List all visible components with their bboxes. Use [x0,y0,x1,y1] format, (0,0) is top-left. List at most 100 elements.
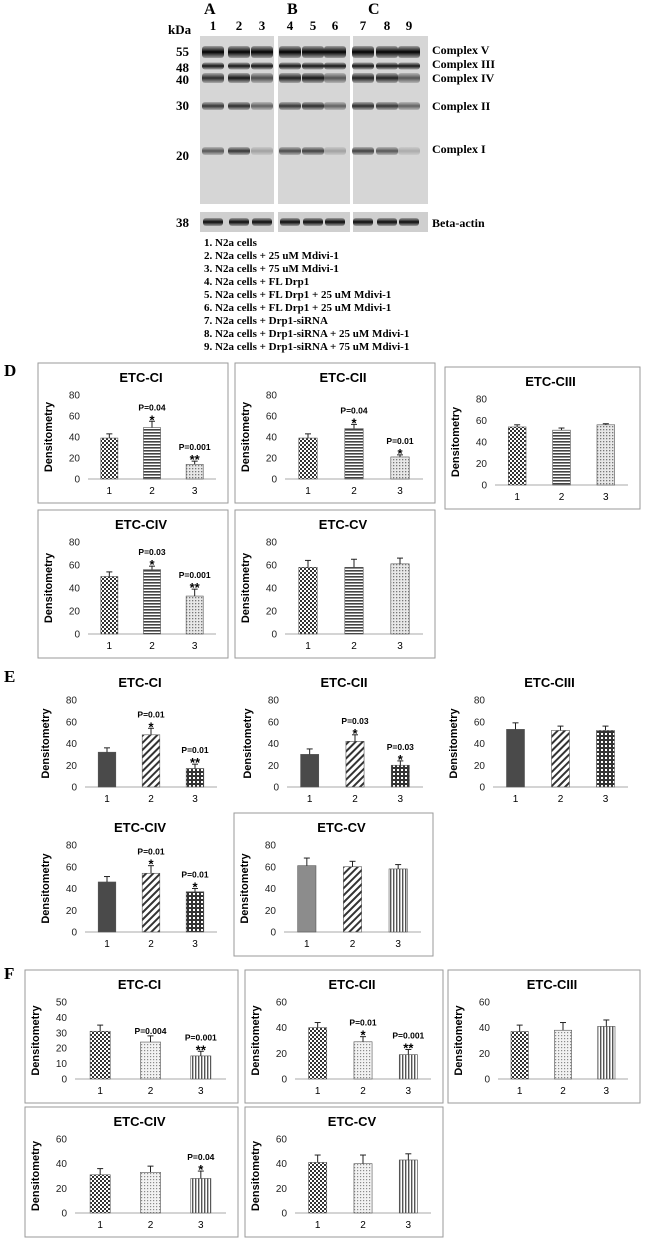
p-value-label: P=0.01 [386,436,413,446]
p-value-label: P=0.03 [138,547,165,557]
significance-star: * [397,446,403,461]
blot-band [324,46,346,58]
chart-frame [444,366,641,510]
lane-number: 5 [310,18,317,33]
x-tick-label: 3 [192,641,198,652]
p-value-label: P=0.004 [135,1026,167,1036]
bar-chart: ETC-CV Densitometry 0 20 40 60 1 2 3 [244,1106,444,1238]
bar [596,730,615,788]
y-tick-label: 0 [71,783,77,794]
lane-number: 7 [360,18,367,33]
band-label: Complex V [432,43,490,57]
x-tick-label: 3 [406,1086,412,1097]
bar [353,1163,373,1214]
chart-frame [24,969,239,1104]
legend-item: 8. N2a cells + Drp1-siRNA + 25 uM Mdivi-… [204,328,409,340]
bar [308,1162,328,1214]
y-axis-label: Densitometry [43,552,55,623]
chart-frame [244,1106,444,1238]
y-tick-label: 20 [69,454,81,465]
x-tick-label: 3 [406,1220,412,1231]
lane-number: 3 [259,18,266,33]
y-tick-label: 80 [476,395,488,406]
bar-chart: ETC-CIV Densitometry 0 20 40 60 1 2 3 *P=0.04 [24,1106,239,1238]
blot-band [228,62,250,70]
p-value-label: P=0.04 [340,405,367,415]
y-axis-label: Densitometry [40,852,52,923]
y-tick-label: 0 [273,783,279,794]
bar [297,865,317,933]
band-label: Complex II [432,99,491,113]
y-tick-label: 60 [56,1135,68,1146]
chart-frame [234,362,436,504]
x-tick-label: 1 [107,486,113,497]
bar [97,751,117,788]
y-tick-label: 20 [265,906,277,917]
lane-legend: 1. N2a cells 2. N2a cells + 25 uM Mdivi-… [204,237,409,353]
y-axis-label: Densitometry [242,707,254,778]
x-tick-label: 1 [513,794,519,805]
y-tick-label: 20 [266,607,278,618]
significance-star: * [148,719,154,734]
bar-chart: ETC-CIII Densitometry 0 20 40 60 1 2 3 [447,969,641,1104]
y-tick-label: 0 [74,475,80,486]
y-tick-label: 80 [69,391,81,402]
x-tick-label: 3 [397,641,403,652]
y-axis-label: Densitometry [240,401,252,472]
lane-number: 9 [406,18,413,33]
y-tick-label: 80 [66,696,78,707]
bar [298,566,318,635]
blot-band [251,147,273,155]
y-tick-label: 60 [69,561,81,572]
y-tick-label: 20 [56,1184,68,1195]
chart-title: ETC-CIII [524,675,575,690]
kda-marker: 55 [176,44,190,59]
chart-frame [233,812,434,957]
blot-band [324,62,346,70]
blot-band [324,73,346,83]
p-value-label: P=0.01 [349,1018,376,1028]
significance-star: ** [190,452,201,467]
y-tick-label: 40 [69,433,81,444]
x-tick-label: 1 [305,486,311,497]
y-axis-label: Densitometry [250,1140,262,1211]
y-tick-label: 80 [66,841,78,852]
y-tick-label: 40 [56,1159,68,1170]
bar [345,741,365,788]
panel-letter-d: D [4,361,16,380]
blot-band [376,147,398,155]
blot-band [279,102,301,110]
bar [388,868,408,933]
x-tick-label: 1 [97,1086,103,1097]
blot-bands [202,46,420,155]
bar [353,1041,373,1080]
x-tick-label: 2 [148,939,154,950]
x-tick-label: 3 [198,1086,204,1097]
y-tick-label: 40 [474,739,486,750]
bar [344,566,364,635]
actin-band [377,218,397,226]
y-tick-label: 60 [276,998,288,1009]
chart-frame [24,1106,239,1238]
blot-membrane-b [278,36,350,204]
blot-band [398,102,420,110]
panel-letter-f: F [4,964,14,983]
blot-band [251,102,273,110]
x-tick-label: 1 [305,641,311,652]
bar [551,730,570,788]
p-value-label: P=0.001 [179,570,211,580]
bar [597,1026,616,1080]
y-tick-label: 60 [66,862,78,873]
blot-band [302,73,324,83]
blot-band [228,147,250,155]
blot-band [352,62,374,70]
x-tick-label: 1 [517,1086,523,1097]
bar [140,1041,161,1080]
chart-title: ETC-CIV [114,820,166,835]
actin-band [280,218,300,226]
band-label: Complex I [432,142,486,156]
x-tick-label: 1 [97,1220,103,1231]
actin-band [229,218,249,226]
actin-band [303,218,323,226]
